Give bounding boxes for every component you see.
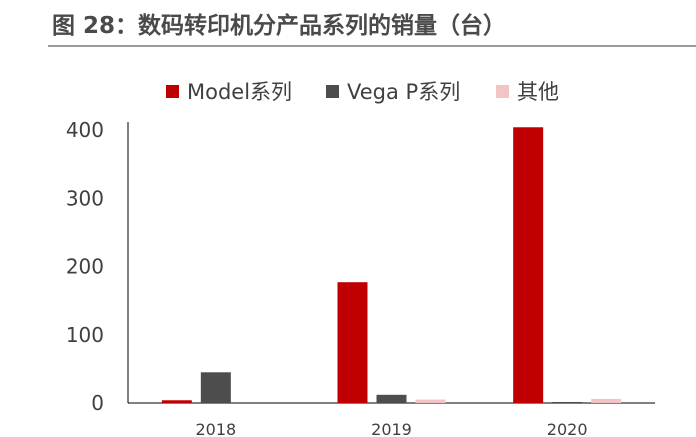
bar-vega-2018: [200, 372, 231, 403]
bar-model-2020: [513, 127, 544, 404]
y-tick-label: 100: [66, 323, 104, 347]
x-tick-label: 2018: [195, 420, 236, 437]
bar-other-2019: [415, 399, 446, 403]
y-tick-label: 400: [66, 118, 104, 142]
y-axis: 0 100 200 300 400: [66, 118, 129, 415]
legend-item-model: Model系列: [166, 76, 292, 106]
legend-swatch-vega: [326, 84, 339, 98]
legend-label-vega: Vega P系列: [347, 80, 461, 104]
x-tick-label: 2019: [371, 420, 412, 437]
legend-label-other: 其他: [517, 80, 559, 104]
x-axis: 2018 2019 2020: [128, 402, 655, 437]
y-tick-label: 200: [66, 255, 104, 279]
x-tick-label: 2020: [547, 420, 588, 437]
legend-item-vega: Vega P系列: [326, 76, 460, 106]
title-divider: [48, 45, 696, 47]
figure-title: 图 28：数码转印机分产品系列的销量（台）: [52, 13, 507, 39]
bar-vega-2019: [376, 394, 407, 403]
chart-legend: Model系列 Vega P系列 其他: [0, 76, 696, 106]
bar-series: [161, 127, 622, 404]
y-tick-label: 0: [91, 391, 104, 415]
legend-item-other: 其他: [496, 76, 559, 106]
y-tick-label: 300: [66, 186, 104, 210]
legend-label-model: Model系列: [187, 80, 293, 104]
bar-vega-2020: [552, 402, 583, 403]
bar-other-2020: [591, 398, 622, 403]
bar-model-2019: [337, 282, 368, 403]
bar-model-2018: [161, 400, 192, 403]
legend-swatch-other: [496, 84, 509, 98]
legend-swatch-model: [166, 84, 179, 98]
